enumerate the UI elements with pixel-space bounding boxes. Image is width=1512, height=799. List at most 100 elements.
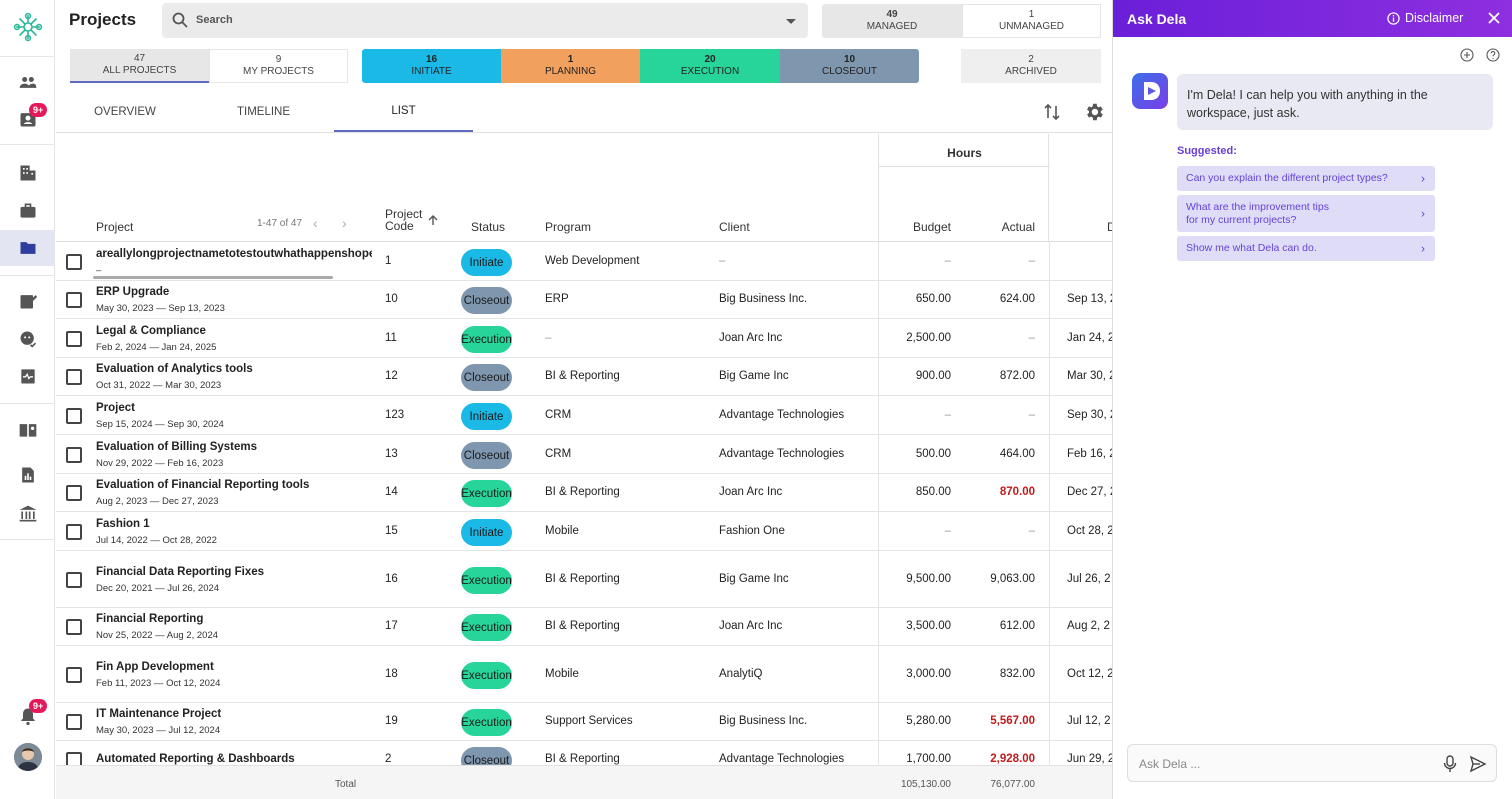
row-checkbox[interactable] — [66, 447, 82, 463]
nav-finance[interactable] — [0, 496, 55, 532]
filter-unmanaged[interactable]: 1 UNMANAGED — [962, 4, 1101, 38]
help-icon[interactable] — [1486, 48, 1500, 62]
table-row[interactable]: areallylongprojectnametotestoutwhathappe… — [56, 242, 1112, 281]
sort-icon[interactable] — [1041, 101, 1063, 123]
nav-knowledge[interactable] — [0, 412, 55, 448]
table-row[interactable]: Evaluation of Analytics tools Oct 31, 202… — [56, 358, 1112, 396]
project-name[interactable]: Legal & Compliance — [96, 325, 206, 337]
row-checkbox[interactable] — [66, 572, 82, 588]
filter-my-projects[interactable]: 9 MY PROJECTS — [209, 49, 348, 83]
filter-archived[interactable]: 2 ARCHIVED — [961, 49, 1101, 83]
nav-people[interactable] — [0, 64, 55, 100]
row-checkbox[interactable] — [66, 619, 82, 635]
nav-resources[interactable] — [0, 321, 55, 357]
row-checkbox[interactable] — [66, 524, 82, 540]
nav-portfolio[interactable] — [0, 193, 55, 229]
column-status[interactable]: Status — [471, 220, 506, 234]
add-chat-icon[interactable] — [1460, 48, 1474, 62]
gear-icon[interactable] — [1083, 101, 1105, 123]
status-badge[interactable]: Execution — [461, 326, 512, 353]
next-page-icon[interactable]: › — [342, 215, 347, 231]
column-due[interactable]: D — [1107, 220, 1116, 234]
disclaimer-link[interactable]: Disclaimer — [1387, 11, 1463, 25]
table-row[interactable]: Legal & Compliance Feb 2, 2024 — Jan 24, … — [56, 319, 1112, 358]
column-client[interactable]: Client — [719, 220, 750, 234]
project-name[interactable]: areallylongprojectnametotestoutwhathappe… — [96, 248, 372, 260]
project-name[interactable]: IT Maintenance Project — [96, 708, 222, 720]
ask-dela-input[interactable]: Ask Dela ... — [1127, 744, 1497, 782]
status-badge[interactable]: Execution — [461, 709, 512, 736]
status-badge[interactable]: Execution — [461, 567, 512, 594]
status-badge[interactable]: Closeout — [461, 442, 512, 469]
nav-reports[interactable] — [0, 457, 55, 493]
table-row[interactable]: IT Maintenance Project May 30, 2023 — Jul… — [56, 703, 1112, 741]
app-logo-icon[interactable] — [13, 12, 43, 42]
filter-managed[interactable]: 49 MANAGED — [822, 4, 962, 38]
row-checkbox[interactable] — [66, 331, 82, 347]
column-project-code[interactable]: Project Code — [385, 208, 422, 232]
filter-closeout[interactable]: 10 CLOSEOUT — [780, 49, 919, 83]
horizontal-scrollbar[interactable] — [93, 276, 333, 279]
suggestion-item[interactable]: Can you explain the different project ty… — [1177, 166, 1435, 191]
nav-projects[interactable] — [0, 230, 55, 266]
project-name[interactable]: Evaluation of Financial Reporting tools — [96, 479, 310, 491]
row-checkbox[interactable] — [66, 485, 82, 501]
microphone-icon[interactable] — [1443, 755, 1457, 773]
status-badge[interactable]: Closeout — [461, 364, 512, 391]
sort-ascending-icon[interactable] — [427, 214, 439, 226]
status-badge[interactable]: Closeout — [461, 747, 512, 765]
nav-contacts[interactable]: 9+ — [0, 101, 55, 137]
filter-planning[interactable]: 1 PLANNING — [501, 49, 640, 83]
row-checkbox[interactable] — [66, 752, 82, 765]
suggestion-item[interactable]: What are the improvement tips for my cur… — [1177, 195, 1435, 232]
filter-all-projects[interactable]: 47 ALL PROJECTS — [70, 49, 209, 83]
row-checkbox[interactable] — [66, 408, 82, 424]
chevron-down-icon[interactable] — [786, 19, 796, 24]
nav-health[interactable] — [0, 358, 55, 394]
project-name[interactable]: Evaluation of Analytics tools — [96, 363, 253, 375]
tab-list[interactable]: LIST — [334, 92, 473, 132]
table-row[interactable]: Fashion 1 Jul 14, 2022 — Oct 28, 2022 15 In… — [56, 512, 1112, 551]
nav-timesheets[interactable] — [0, 283, 55, 319]
table-row[interactable]: ERP Upgrade May 30, 2023 — Sep 13, 2023 10… — [56, 281, 1112, 319]
project-name[interactable]: Financial Reporting — [96, 613, 204, 625]
tab-overview[interactable]: OVERVIEW — [94, 106, 156, 118]
prev-page-icon[interactable]: ‹ — [313, 215, 318, 231]
column-actual[interactable]: Actual — [1001, 220, 1035, 234]
project-name[interactable]: Financial Data Reporting Fixes — [96, 566, 265, 578]
table-row[interactable]: Fin App Development Feb 11, 2023 — Oct 12… — [56, 646, 1112, 703]
project-name[interactable]: Fashion 1 — [96, 518, 150, 530]
tab-timeline[interactable]: TIMELINE — [236, 106, 291, 118]
table-row[interactable]: Evaluation of Billing Systems Nov 29, 202… — [56, 435, 1112, 474]
table-row[interactable]: Project Sep 15, 2024 — Sep 30, 2024 123 Ini… — [56, 396, 1112, 435]
search-input[interactable]: Search — [162, 3, 808, 38]
column-program[interactable]: Program — [545, 220, 592, 234]
row-checkbox[interactable] — [66, 714, 82, 730]
row-checkbox[interactable] — [66, 369, 82, 385]
table-row[interactable]: Automated Reporting & Dashboards 2 Closeou… — [56, 741, 1112, 765]
status-badge[interactable]: Execution — [461, 614, 512, 641]
row-checkbox[interactable] — [66, 292, 82, 308]
avatar[interactable] — [14, 743, 42, 771]
column-project[interactable]: Project — [96, 220, 134, 234]
table-row[interactable]: Financial Reporting Nov 25, 2022 — Aug 2,… — [56, 608, 1112, 646]
status-badge[interactable]: Closeout — [461, 287, 512, 314]
filter-execution[interactable]: 20 EXECUTION — [640, 49, 780, 83]
column-budget[interactable]: Budget — [912, 220, 951, 234]
project-name[interactable]: ERP Upgrade — [96, 286, 170, 298]
table-row[interactable]: Evaluation of Financial Reporting tools A… — [56, 474, 1112, 512]
suggestion-item[interactable]: Show me what Dela can do. › — [1177, 236, 1435, 261]
status-badge[interactable]: Execution — [461, 662, 512, 689]
filter-initiate[interactable]: 16 INITIATE — [362, 49, 501, 83]
nav-organizations[interactable] — [0, 155, 55, 191]
project-name[interactable]: Project — [96, 402, 135, 414]
close-icon[interactable] — [1486, 10, 1502, 26]
project-name[interactable]: Automated Reporting & Dashboards — [96, 753, 295, 765]
status-badge[interactable]: Initiate — [461, 519, 512, 546]
status-badge[interactable]: Execution — [461, 480, 512, 507]
table-row[interactable]: Financial Data Reporting Fixes Dec 20, 20… — [56, 551, 1112, 608]
nav-notifications[interactable]: 9+ — [0, 698, 55, 734]
status-badge[interactable]: Initiate — [461, 249, 512, 276]
row-checkbox[interactable] — [66, 254, 82, 270]
status-badge[interactable]: Initiate — [461, 403, 512, 430]
